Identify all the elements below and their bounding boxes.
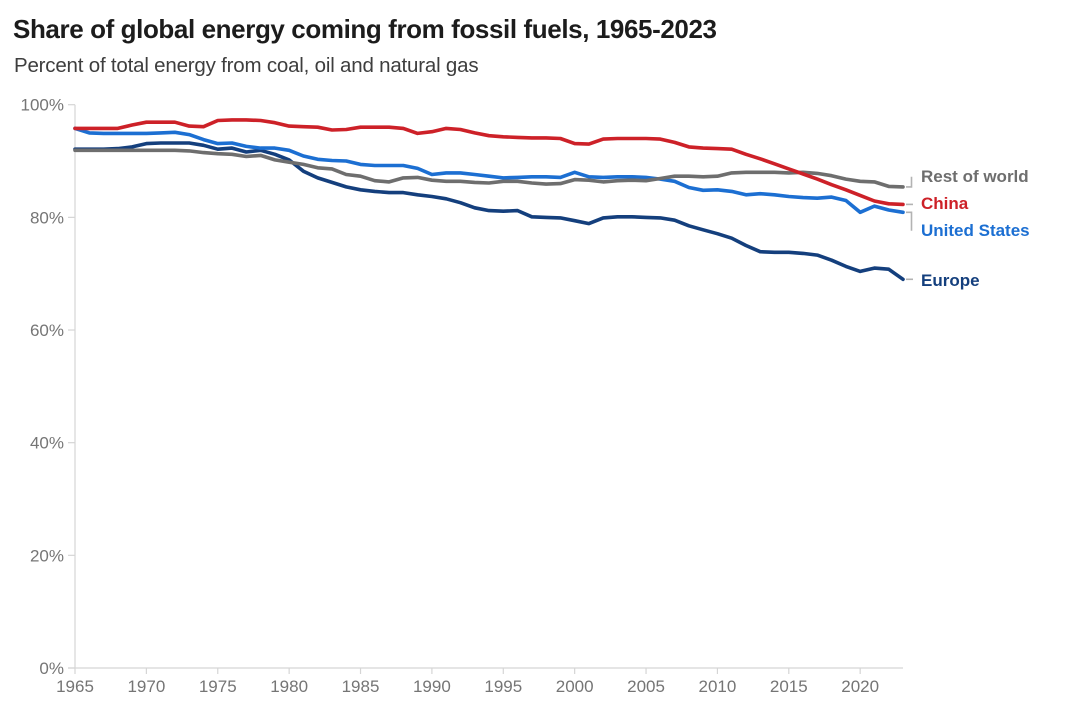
- y-tick-label: 60%: [30, 321, 64, 340]
- x-tick-label: 2015: [770, 677, 808, 696]
- x-tick-label: 1980: [270, 677, 308, 696]
- x-tick-label: 2000: [556, 677, 594, 696]
- x-tick-label: 2020: [841, 677, 879, 696]
- x-tick-label: 1965: [56, 677, 94, 696]
- x-tick-label: 1990: [413, 677, 451, 696]
- y-tick-label: 80%: [30, 208, 64, 227]
- legend-label-europe: Europe: [921, 271, 980, 291]
- legend-label-china: China: [921, 194, 969, 214]
- y-tick-label: 100%: [21, 96, 64, 115]
- x-tick-label: 2005: [627, 677, 665, 696]
- x-tick-label: 1975: [199, 677, 237, 696]
- chart-title: Share of global energy coming from fossi…: [13, 14, 717, 44]
- y-tick-label: 40%: [30, 434, 64, 453]
- x-tick-label: 1995: [484, 677, 522, 696]
- legend-label-united-states: United States: [921, 221, 1030, 241]
- line-united-states: [73, 126, 905, 215]
- y-tick-label: 0%: [39, 659, 64, 678]
- x-tick-label: 1970: [127, 677, 165, 696]
- line-europe: [73, 141, 905, 282]
- line-china: [73, 118, 905, 207]
- line-rest-of-world: [73, 148, 905, 189]
- legend-connector: [906, 211, 913, 231]
- chart-subtitle: Percent of total energy from coal, oil a…: [14, 54, 479, 77]
- legend-label-rest-of-world: Rest of world: [921, 167, 1029, 187]
- x-tick-label: 2010: [698, 677, 736, 696]
- x-tick-label: 1985: [342, 677, 380, 696]
- legend-connector: [906, 176, 913, 188]
- y-tick-label: 20%: [30, 546, 64, 565]
